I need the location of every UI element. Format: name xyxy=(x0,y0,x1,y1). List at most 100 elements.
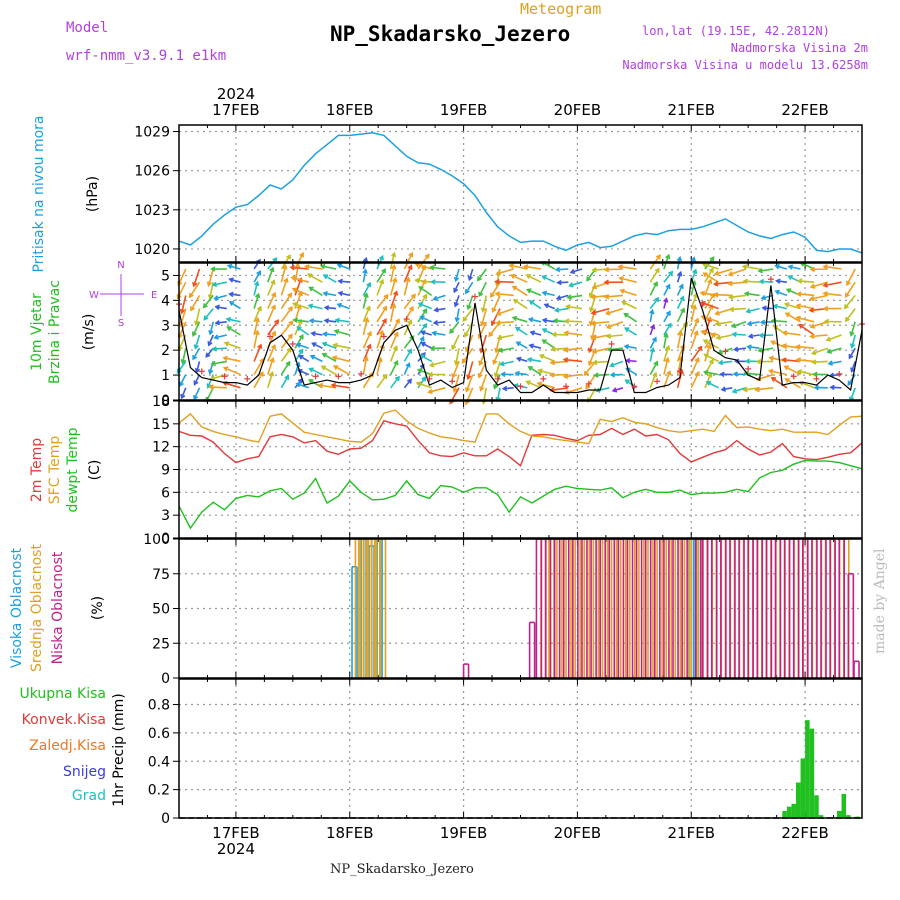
wind-arrowhead xyxy=(694,370,700,377)
wind-arrow xyxy=(503,387,514,390)
wind-arrow xyxy=(362,318,369,336)
wind-arrowhead xyxy=(732,371,738,377)
wind-arrowhead xyxy=(320,365,327,371)
wind-arrowhead xyxy=(829,384,835,391)
wind-arrowhead xyxy=(654,267,660,273)
wind-arrowhead xyxy=(422,308,428,314)
wind-arrow xyxy=(528,366,542,376)
wind-arrow xyxy=(526,380,542,389)
wind-arrowhead xyxy=(363,292,369,298)
wind-arrow xyxy=(376,268,386,283)
wind-arrow xyxy=(229,293,241,297)
x-tick-label-bottom: 20FEB xyxy=(554,824,601,842)
wind-arrowhead xyxy=(707,278,713,284)
wind-arrow xyxy=(542,291,555,297)
wind-arrowhead xyxy=(393,331,399,337)
wind-arrowhead xyxy=(691,304,697,310)
wind-arrow xyxy=(830,386,842,389)
wind-arrowhead xyxy=(655,254,661,260)
precip-bar xyxy=(809,728,815,818)
wind-arrow xyxy=(771,377,788,389)
sfc-temp-label: SFC Temp xyxy=(47,436,63,505)
wind-arrowhead xyxy=(228,277,234,283)
wind-arrowhead xyxy=(849,331,855,337)
wind-arrowhead xyxy=(783,302,790,308)
wind-arrow xyxy=(267,305,276,323)
wind-arrowhead xyxy=(362,256,369,263)
wind-arrow xyxy=(195,308,201,325)
wind-arrow xyxy=(690,358,700,375)
x-year-label-bottom: 2024 xyxy=(217,840,255,858)
wind-arrow xyxy=(676,272,682,283)
wind-arrow xyxy=(253,344,262,362)
product-title: Meteogram xyxy=(520,0,602,18)
wind-arrowhead xyxy=(588,292,594,299)
wind-arrowhead xyxy=(665,344,671,351)
wind-arrow xyxy=(845,308,856,322)
x-tick-label-top: 20FEB xyxy=(554,101,601,119)
wind-arrowhead xyxy=(562,347,569,353)
wind-arrowhead xyxy=(254,316,260,323)
wind-arrow xyxy=(421,331,432,336)
wind-arrowhead xyxy=(317,382,324,389)
wind-arrowhead xyxy=(702,339,709,345)
wind-arrow xyxy=(253,293,260,309)
wind-arrow xyxy=(193,374,201,385)
wind-arrowhead xyxy=(270,279,276,285)
wind-arrowhead xyxy=(494,291,500,297)
wind-arrow xyxy=(180,295,187,313)
wind-arrow xyxy=(564,358,583,363)
wind-arrow xyxy=(748,321,760,325)
wind-arrow xyxy=(649,297,659,310)
wind-arrowhead xyxy=(466,374,472,381)
wind-arrowhead xyxy=(781,330,788,336)
wind-arrowhead xyxy=(783,365,789,371)
wind-arrowhead xyxy=(619,288,625,294)
wind-arrowhead xyxy=(480,321,486,327)
wind-arrow xyxy=(209,386,227,389)
wind-arrowhead xyxy=(225,316,232,323)
wind-arrow xyxy=(455,308,460,322)
wind-arrowhead xyxy=(551,331,557,338)
wind-arrowhead xyxy=(623,343,630,350)
wind-arrow xyxy=(851,334,856,348)
wind-arrow xyxy=(180,387,187,399)
wind-arrowhead xyxy=(228,291,234,298)
wind-arrowhead xyxy=(428,362,435,368)
wind-arrowhead xyxy=(568,282,574,288)
wind-arrowhead xyxy=(743,291,750,297)
wind-arrowhead xyxy=(537,368,543,374)
wind-arrow xyxy=(784,365,801,376)
wind-arrowhead xyxy=(694,356,700,363)
wind-arrow xyxy=(848,347,856,359)
wind-arrowhead xyxy=(405,276,411,283)
wind-arrow xyxy=(214,334,227,339)
wind-arrowhead xyxy=(207,369,214,375)
wind-arrowhead xyxy=(417,302,424,308)
wind-arrowhead xyxy=(419,330,426,336)
wind-arrowhead xyxy=(208,384,214,390)
wind-arrow xyxy=(540,354,556,363)
panel-frame xyxy=(178,678,863,819)
wind-arrowhead xyxy=(207,341,213,347)
wind-arrowhead xyxy=(562,373,569,380)
wind-arrowhead xyxy=(214,304,220,311)
wind-arrow xyxy=(209,321,214,335)
wind-arrowhead xyxy=(378,254,384,261)
wind-arrow xyxy=(305,265,323,270)
wind-arrow xyxy=(785,312,801,323)
wind-arrow xyxy=(755,387,774,391)
wind-arrowhead xyxy=(525,274,531,279)
wind-arrowhead xyxy=(415,381,422,387)
wind-arrow xyxy=(743,280,760,283)
wind-arrowhead xyxy=(383,293,389,300)
x-tick-label-bottom: 17FEB xyxy=(212,824,259,842)
wind-arrow xyxy=(649,268,660,283)
wind-arrowhead xyxy=(525,288,532,294)
wind-arrowhead xyxy=(732,346,739,353)
wind-arrow xyxy=(415,262,432,270)
wind-arrow xyxy=(663,311,671,323)
wind-arrow xyxy=(465,281,474,294)
wind-arrow xyxy=(389,253,395,270)
wind-arrowhead xyxy=(271,330,277,336)
